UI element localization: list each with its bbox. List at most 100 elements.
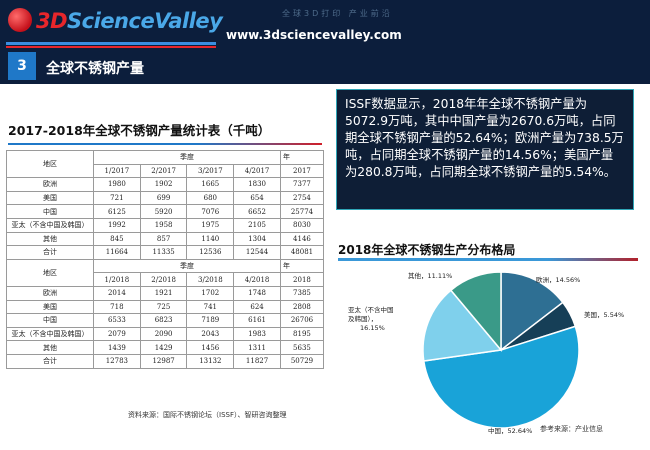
region-cell: 中国 — [6, 204, 94, 219]
value-cell: 6125 — [93, 204, 141, 219]
table-row: 亚太（不含中国及韩国） 2079 2090 2043 1983 8195 — [6, 326, 325, 342]
value-cell: 6533 — [93, 313, 141, 328]
table-header-row: 地区 季度年 — [6, 258, 325, 287]
value-cell: 845 — [93, 231, 141, 247]
logo-ball-icon — [8, 8, 32, 32]
pie-label-2: 中国，52.64% — [488, 426, 532, 435]
value-cell: 7189 — [186, 313, 235, 328]
region-cell: 欧洲 — [6, 285, 94, 301]
column-header: 3/2018 — [186, 272, 235, 287]
value-cell: 718 — [93, 299, 141, 315]
region-cell: 合计 — [6, 245, 94, 260]
value-cell: 1429 — [139, 340, 188, 355]
value-cell: 8030 — [279, 217, 325, 233]
value-cell: 7385 — [279, 285, 325, 301]
table-row: 美国 721 699 680 654 2754 — [6, 190, 325, 206]
column-header: 3/2017 — [186, 163, 235, 179]
section-banner — [0, 52, 650, 84]
info-box: ISSF数据显示，2018年年全球不锈钢产量为5072.9万吨，其中中国产量为2… — [336, 89, 634, 210]
logo-underline-red — [6, 46, 216, 48]
region-cell: 其他 — [6, 231, 94, 247]
region-cell: 亚太（不含中国及韩国） — [6, 326, 94, 342]
value-cell: 654 — [233, 190, 281, 206]
column-header: 4/2017 — [233, 163, 281, 179]
value-cell: 2014 — [93, 285, 141, 301]
value-cell: 1975 — [186, 217, 235, 233]
value-cell: 48081 — [279, 245, 325, 260]
region-header: 地区 — [6, 149, 94, 179]
chart-title-rule — [338, 258, 638, 261]
column-header: 1/2017 — [93, 163, 141, 179]
table-row: 其他 845 857 1140 1304 4146 — [6, 231, 325, 247]
quarter-header: 季度 — [93, 150, 281, 165]
value-cell: 7377 — [279, 177, 325, 192]
chart-title: 2018年全球不锈钢生产分布格局 — [338, 243, 516, 257]
value-cell: 6823 — [139, 313, 188, 328]
table-row: 欧洲 1980 1902 1665 1830 7377 — [6, 177, 325, 192]
logo[interactable]: 3DScienceValley — [8, 4, 223, 40]
region-cell: 美国 — [6, 299, 94, 315]
value-cell: 11664 — [93, 245, 141, 260]
value-cell: 12783 — [93, 353, 141, 369]
value-cell: 2043 — [186, 326, 235, 342]
column-header: 2017 — [279, 163, 325, 179]
value-cell: 6161 — [233, 313, 281, 328]
value-cell: 1992 — [93, 217, 141, 233]
value-cell: 2105 — [233, 217, 281, 233]
pie-label-4: 其他，11.11% — [408, 271, 452, 280]
region-cell: 美国 — [6, 190, 94, 206]
region-cell: 合计 — [6, 353, 94, 369]
table-row: 中国 6125 5920 7076 6652 25774 — [6, 204, 325, 219]
table-header-row: 地区 季度年 — [6, 149, 325, 179]
pie-slice-3 — [422, 289, 503, 362]
table-row: 美国 718 725 741 624 2808 — [6, 299, 325, 315]
value-cell: 624 — [233, 299, 281, 315]
value-cell: 1304 — [233, 231, 281, 247]
value-cell: 7076 — [186, 204, 235, 219]
pie-label-1: 美国，5.54% — [584, 310, 624, 319]
value-cell: 1980 — [93, 177, 141, 192]
column-header: 2/2017 — [139, 163, 188, 179]
value-cell: 5635 — [279, 340, 325, 355]
value-cell: 1830 — [233, 177, 281, 192]
pie-label-line: 16.15% — [360, 324, 385, 332]
value-cell: 1902 — [139, 177, 188, 192]
value-cell: 725 — [139, 299, 188, 315]
region-cell: 中国 — [6, 313, 94, 328]
value-cell: 4146 — [279, 231, 325, 247]
region-header: 地区 — [6, 258, 94, 287]
logo-text: 3DScienceValley — [36, 9, 223, 33]
pie-chart: 欧洲，14.56% 美国，5.54% 中国，52.64% 亚太（不含中国及韩国）， 16… — [348, 271, 624, 435]
value-cell: 2079 — [93, 326, 141, 342]
value-cell: 13132 — [186, 353, 235, 369]
pie-slice-0 — [500, 271, 564, 352]
value-cell: 11335 — [139, 245, 188, 260]
column-header: 1/2018 — [93, 272, 141, 287]
pie-label-line: 及韩国）， — [348, 314, 377, 323]
year-header: 年 — [279, 150, 325, 165]
value-cell: 26706 — [279, 313, 325, 328]
value-cell: 1439 — [93, 340, 141, 355]
value-cell: 12544 — [233, 245, 281, 260]
value-cell: 12987 — [139, 353, 188, 369]
region-cell: 亚太（不含中国及韩国） — [6, 217, 94, 233]
table-source: 资料来源：国际不锈钢论坛（ISSF）、智研咨询整理 — [128, 411, 287, 419]
site-url[interactable]: www.3dsciencevalley.com — [226, 28, 402, 42]
table-row: 合计 12783 12987 13132 11827 50729 — [6, 353, 325, 369]
value-cell: 1456 — [186, 340, 235, 355]
column-header: 2/2018 — [139, 272, 188, 287]
table-row: 亚太（不含中国及韩国） 1992 1958 1975 2105 8030 — [6, 217, 325, 233]
region-cell: 欧洲 — [6, 177, 94, 192]
quarter-header: 季度 — [93, 258, 281, 274]
region-cell: 其他 — [6, 340, 94, 355]
slogan: 全球3D打印 产业前沿 — [282, 9, 393, 18]
value-cell: 1311 — [233, 340, 281, 355]
value-cell: 1702 — [186, 285, 235, 301]
pie-slice-2 — [422, 325, 580, 429]
column-header: 4/2018 — [233, 272, 281, 287]
value-cell: 2754 — [279, 190, 325, 206]
value-cell: 8195 — [279, 326, 325, 342]
table-row: 合计 11664 11335 12536 12544 48081 — [6, 245, 325, 260]
table-title: 2017-2018年全球不锈钢产量统计表（千吨） — [8, 123, 271, 138]
value-cell: 857 — [139, 231, 188, 247]
